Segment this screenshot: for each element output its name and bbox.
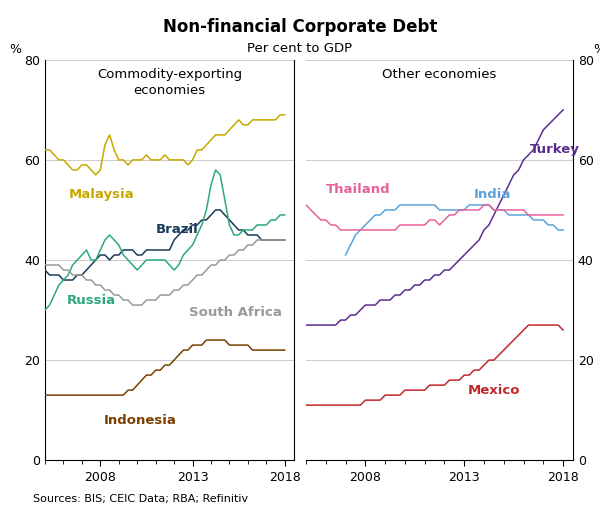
Text: Thailand: Thailand bbox=[326, 184, 391, 197]
Text: Turkey: Turkey bbox=[529, 144, 580, 157]
Text: Malaysia: Malaysia bbox=[69, 188, 134, 201]
Text: Commodity-exporting
economies: Commodity-exporting economies bbox=[97, 68, 242, 97]
Text: Indonesia: Indonesia bbox=[104, 414, 177, 426]
Text: Sources: BIS; CEIC Data; RBA; Refinitiv: Sources: BIS; CEIC Data; RBA; Refinitiv bbox=[33, 495, 248, 504]
Text: South Africa: South Africa bbox=[189, 306, 282, 319]
Text: Non-financial Corporate Debt: Non-financial Corporate Debt bbox=[163, 18, 437, 36]
Text: India: India bbox=[474, 188, 511, 201]
Text: Russia: Russia bbox=[67, 293, 116, 306]
Text: %: % bbox=[9, 43, 21, 56]
Text: %: % bbox=[594, 43, 600, 56]
Text: Mexico: Mexico bbox=[468, 384, 521, 397]
Text: Other economies: Other economies bbox=[382, 68, 497, 81]
Text: Per cent to GDP: Per cent to GDP bbox=[247, 42, 353, 55]
Text: Brazil: Brazil bbox=[155, 224, 199, 237]
